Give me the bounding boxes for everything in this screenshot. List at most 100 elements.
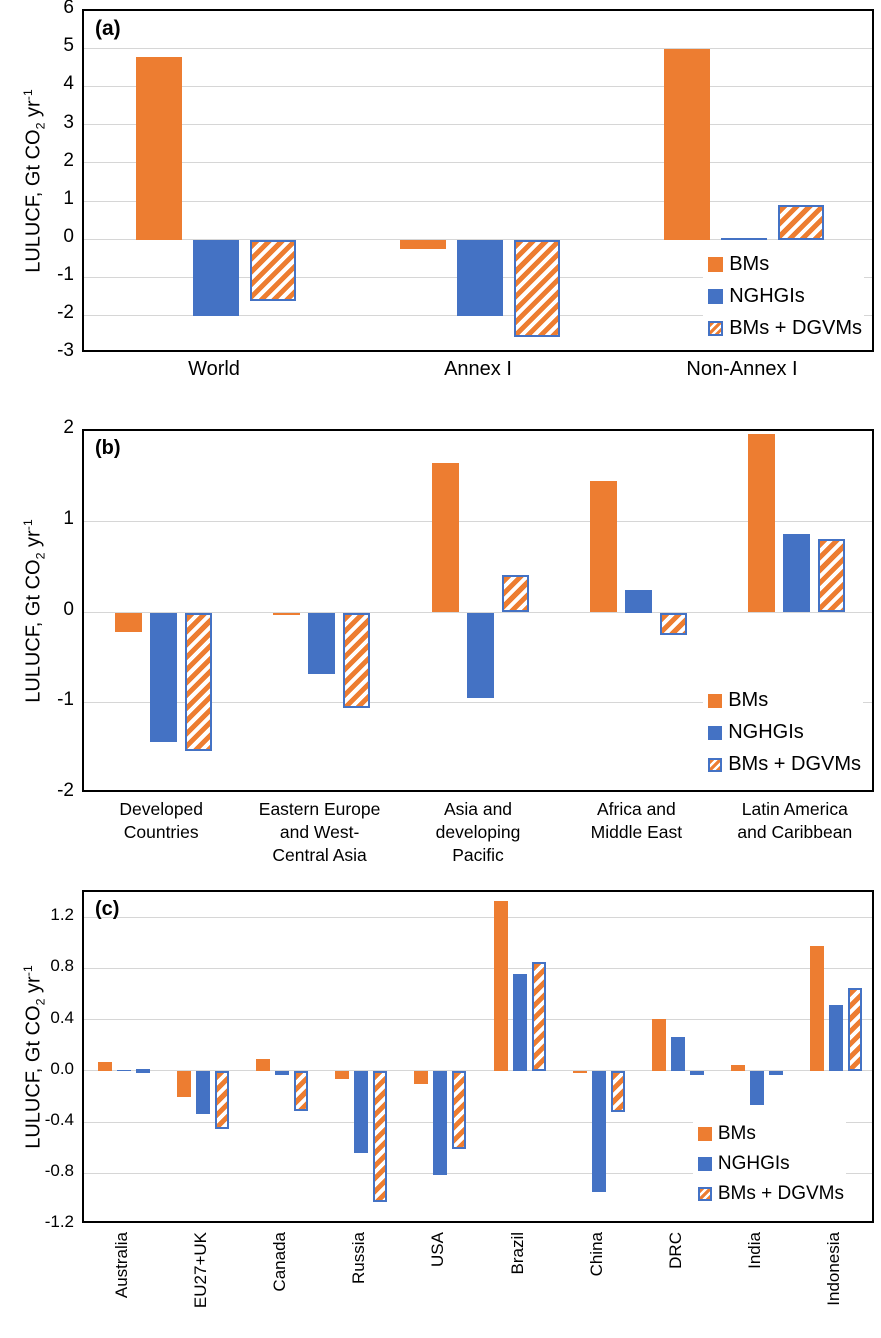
y-tick-label: 1: [63, 507, 74, 529]
bar-bms-non-annex-i: [664, 49, 710, 240]
bar-bms-dgvms-latin-america-and-caribbean: [818, 538, 846, 613]
bar-bms-brazil: [493, 900, 508, 1072]
bar-bms-latin-america-and-caribbean: [748, 433, 776, 613]
bar-bms-africa-and-middle-east: [589, 480, 617, 613]
bar-nghgis-developed-countries: [149, 612, 177, 743]
bar-nghgis-africa-and-middle-east: [624, 589, 652, 613]
bar-nghgis-india: [750, 1071, 765, 1105]
x-category-label: Asia and developing Pacific: [435, 799, 521, 865]
legend-label: NGHGIs: [729, 285, 805, 307]
y-tick-label: 0.0: [50, 1058, 74, 1078]
panel-a-plot-area: (a) BMs NGHGIs BMs + DGVMs: [82, 9, 874, 352]
legend-label: BMs: [729, 253, 770, 275]
bar-bms-dgvms-world: [250, 239, 296, 301]
x-category-label: Russia: [349, 1232, 369, 1284]
legend-swatch-bms-dgvms: [708, 757, 723, 772]
legend-label: BMs: [717, 1123, 756, 1144]
bar-bms-dgvms-eastern-europe-and-west-central-asia: [343, 612, 371, 708]
x-category-label: EU27+UK: [190, 1232, 210, 1309]
bar-bms-dgvms-indonesia: [848, 988, 863, 1072]
legend-label: BMs + DGVMs: [729, 317, 862, 339]
bar-bms-dgvms-canada: [294, 1071, 308, 1111]
y-tick-label: -2: [57, 780, 74, 802]
bar-bms-dgvms-asia-and-developing-pacific: [501, 575, 529, 613]
legend-item-bms: BMs: [708, 253, 862, 276]
bar-nghgis-world: [193, 239, 239, 316]
bar-nghgis-eastern-europe-and-west-central-asia: [308, 612, 336, 675]
bar-bms-dgvms-india: [769, 1071, 784, 1076]
legend-item-bms: BMs: [697, 1123, 844, 1145]
panel-letter: (b): [95, 437, 121, 459]
y-tick-label: 1.2: [50, 905, 74, 925]
x-category-label: Annex I: [444, 358, 512, 380]
legend-label: BMs + DGVMs: [728, 753, 861, 775]
x-category-label: Developed Countries: [119, 799, 204, 842]
y-tick-label: 0.8: [50, 956, 74, 976]
panel-c: LULUCF, Gt CO2 yr-1 1.2 0.8 0.4 0.0 -0.4 -0.8…: [0, 870, 881, 1338]
bar-bms-asia-and-developing-pacific: [431, 462, 459, 613]
legend: BMs NGHGIs BMs + DGVMs: [703, 250, 864, 343]
legend-swatch-nghgis: [708, 289, 724, 304]
legend-item-bms: BMs: [708, 689, 861, 712]
bar-bms-dgvms-usa: [452, 1071, 467, 1150]
legend-swatch-bms: [697, 1127, 712, 1141]
x-category-label: DRC: [666, 1232, 685, 1269]
bar-bms-eastern-europe-and-west-central-asia: [273, 612, 301, 616]
bar-bms-dgvms-russia: [373, 1071, 388, 1202]
bar-bms-dgvms-non-annex-i: [778, 205, 824, 240]
bar-bms-indonesia: [810, 945, 825, 1072]
x-category-label: World: [188, 358, 240, 380]
x-category-label: India: [745, 1232, 765, 1269]
bar-bms-dgvms-eu27-uk: [214, 1071, 229, 1129]
legend-item-bms-dgvms: BMs + DGVMs: [697, 1183, 844, 1205]
legend-swatch-bms: [708, 257, 724, 272]
gridline: [84, 1019, 872, 1021]
bar-nghgis-brazil: [512, 973, 527, 1072]
x-category-label: Eastern Europe and West- Central Asia: [258, 799, 381, 865]
y-tick-label: 2: [63, 417, 74, 439]
panel-letter: (c): [95, 898, 120, 920]
legend-swatch-bms: [708, 693, 723, 708]
panel-letter: (a): [95, 17, 121, 40]
bar-nghgis-non-annex-i: [721, 237, 767, 240]
y-tick-label: 1: [63, 187, 74, 209]
bar-nghgis-latin-america-and-caribbean: [783, 534, 811, 613]
y-tick-label: 3: [63, 111, 74, 133]
gridline: [84, 520, 872, 522]
bar-nghgis-annex-i: [457, 239, 503, 316]
bar-nghgis-eu27-uk: [195, 1071, 210, 1114]
legend-swatch-bms-dgvms: [708, 321, 724, 336]
bar-bms-eu27-uk: [176, 1071, 191, 1097]
bar-bms-dgvms-drc: [690, 1071, 704, 1076]
x-category-label: Non-Annex I: [686, 358, 798, 380]
legend-swatch-bms-dgvms: [697, 1187, 712, 1201]
legend-item-bms-dgvms: BMs + DGVMs: [708, 317, 862, 340]
bar-bms-usa: [414, 1071, 429, 1085]
y-tick-label: -1: [57, 263, 74, 285]
legend-label: NGHGIs: [728, 721, 804, 743]
panel-b: LULUCF, Gt CO2 yr-1 2 1 0 -1 -2 (b) BMs NGHGIs…: [0, 400, 881, 870]
legend-item-nghgis: NGHGIs: [697, 1153, 844, 1175]
gridline: [84, 238, 872, 240]
bar-bms-australia: [97, 1062, 112, 1072]
legend-item-bms-dgvms: BMs + DGVMs: [708, 753, 861, 776]
legend-swatch-nghgis: [697, 1157, 712, 1171]
y-tick-label: -0.4: [44, 1109, 74, 1129]
gridline: [84, 124, 872, 126]
gridline: [84, 162, 872, 164]
y-tick-label: -3: [57, 340, 74, 362]
x-category-label: Brazil: [507, 1232, 527, 1275]
bar-bms-annex-i: [400, 239, 446, 250]
x-category-label: Australia: [111, 1232, 131, 1299]
y-axis-title-subscript: 2: [33, 998, 48, 1006]
y-tick-label: 0: [63, 598, 74, 620]
bar-bms-developed-countries: [114, 612, 142, 632]
bar-bms-dgvms-annex-i: [514, 239, 560, 337]
legend-item-nghgis: NGHGIs: [708, 721, 861, 744]
panel-c-plot-area: (c) BMs NGHGIs BMs + DGVMs: [82, 890, 874, 1223]
bar-bms-russia: [335, 1071, 350, 1079]
bar-bms-dgvms-china: [610, 1071, 625, 1113]
legend-label: BMs + DGVMs: [717, 1183, 844, 1204]
gridline: [84, 702, 872, 704]
